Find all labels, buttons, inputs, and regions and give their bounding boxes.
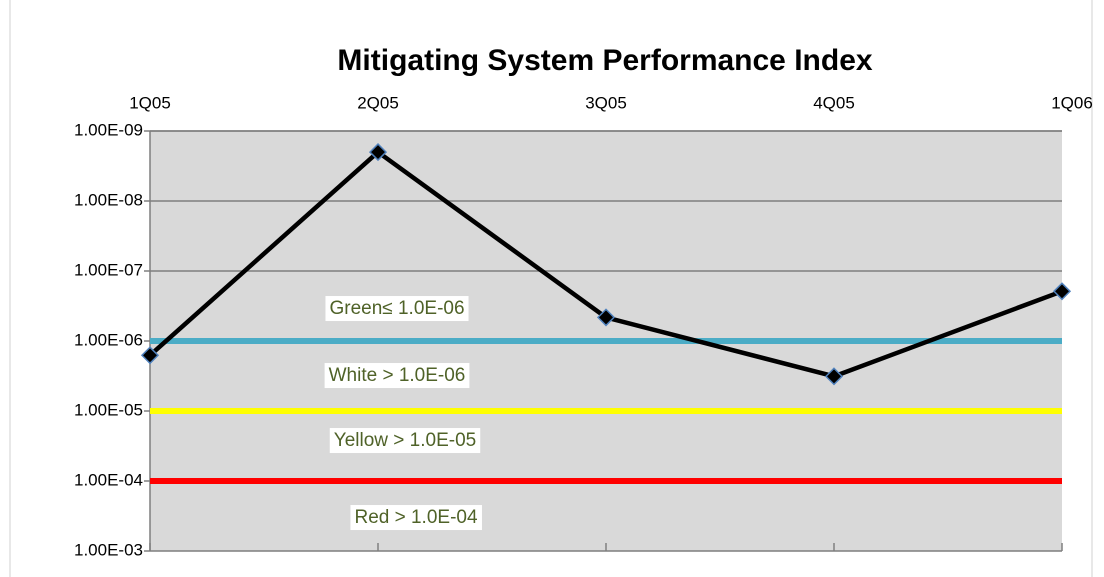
chart-title: Mitigating System Performance Index: [337, 44, 872, 77]
x-tick-label: 1Q05: [129, 93, 171, 112]
x-tick-label: 1Q06: [1051, 93, 1093, 112]
marker: [368, 143, 388, 162]
marker: [596, 308, 616, 327]
y-tick-label: 1.00E-07: [74, 260, 143, 279]
y-tick-label: 1.00E-03: [74, 540, 143, 559]
y-tick-label: 1.00E-05: [74, 400, 143, 419]
threshold-label-box: [325, 296, 469, 322]
x-tick-label: 3Q05: [585, 93, 627, 112]
threshold-label-box: [350, 505, 482, 531]
y-tick-label: 1.00E-08: [74, 190, 143, 209]
y-tick-label: 1.00E-06: [74, 330, 143, 349]
threshold-label: Yellow > 1.0E-05: [334, 430, 476, 451]
annotation: White > 1.0E-06: [329, 365, 466, 386]
y-tick-label: 1.00E-09: [74, 120, 143, 139]
marker: [824, 367, 844, 386]
threshold-label: Green≤ 1.0E-06: [329, 298, 464, 319]
marker: [1052, 282, 1072, 301]
marker: [140, 346, 160, 365]
threshold-label: Red > 1.0E-04: [354, 507, 477, 528]
annotation-box: [324, 363, 470, 389]
x-tick-label: 4Q05: [813, 93, 855, 112]
x-tick-label: 2Q05: [357, 93, 399, 112]
y-tick-label: 1.00E-04: [74, 470, 143, 489]
threshold-label-box: [329, 428, 481, 454]
